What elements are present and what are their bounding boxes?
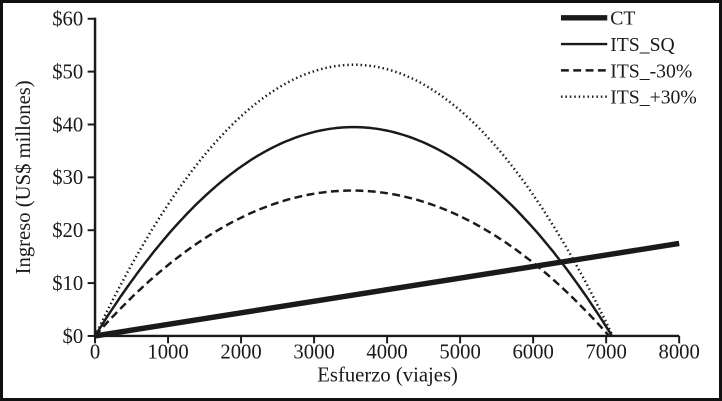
- legend-item: CT: [560, 8, 635, 30]
- x-tick-label: 4000: [366, 342, 407, 364]
- legend-label: ITS_+30%: [610, 87, 697, 109]
- x-tick-label: 0: [90, 342, 100, 364]
- series-line-CT: [94, 240, 680, 339]
- y-axis-title: Ingreso (US$ millones): [13, 80, 35, 274]
- series-line-ITS_SQ: [93, 125, 614, 337]
- legend-item: ITS_-30%: [560, 60, 692, 82]
- x-tick-label: 5000: [439, 342, 480, 364]
- x-tick-label: 8000: [658, 342, 699, 364]
- series-group: [93, 63, 680, 339]
- y-tick-label: $0: [63, 326, 84, 348]
- chart-svg: $0 $10 $20 $30 $40 $50 $60 0 1000 2000 3000 4000 500…: [13, 8, 700, 387]
- y-tick-label: $40: [52, 114, 83, 136]
- y-tick-label: $50: [52, 62, 83, 84]
- x-tick-label: 6000: [512, 342, 553, 364]
- legend-item: ITS_SQ: [560, 34, 675, 56]
- legend-label: CT: [610, 8, 635, 30]
- legend-label: ITS_-30%: [610, 60, 692, 82]
- legend: CT ITS_SQ ITS_-30% ITS_+30%: [560, 8, 697, 109]
- x-tick-label: 7000: [585, 342, 626, 364]
- series-line-ITS_-30%: [94, 189, 610, 337]
- y-tick-label: $20: [52, 220, 83, 242]
- y-tick-label: $30: [52, 167, 83, 189]
- axes-group: $0 $10 $20 $30 $40 $50 $60 0 1000 2000 3000 4000 500…: [52, 9, 700, 364]
- x-tick-label: 2000: [220, 342, 261, 364]
- y-tick-label: $60: [52, 9, 83, 31]
- series-line-ITS_+30%: [93, 63, 614, 337]
- y-tick-label: $10: [52, 273, 83, 295]
- x-tick-label: 1000: [147, 342, 188, 364]
- legend-label: ITS_SQ: [610, 34, 675, 56]
- x-axis-title: Esfuerzo (viajes): [317, 364, 458, 386]
- x-tick-label: 3000: [293, 342, 334, 364]
- legend-item: ITS_+30%: [560, 87, 697, 109]
